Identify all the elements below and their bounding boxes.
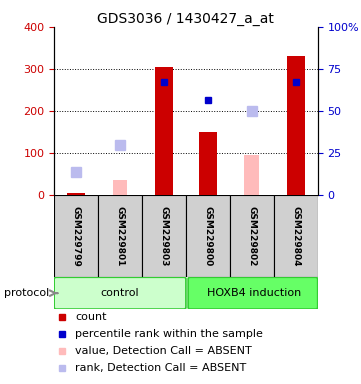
- FancyBboxPatch shape: [188, 277, 318, 309]
- Bar: [98, 195, 142, 277]
- Text: GSM229800: GSM229800: [203, 206, 212, 266]
- Text: GSM229802: GSM229802: [247, 206, 256, 266]
- Bar: [244, 155, 259, 195]
- Title: GDS3036 / 1430427_a_at: GDS3036 / 1430427_a_at: [97, 12, 274, 26]
- Bar: [287, 56, 304, 195]
- Text: GSM229804: GSM229804: [291, 206, 300, 266]
- Text: percentile rank within the sample: percentile rank within the sample: [75, 329, 263, 339]
- Bar: [186, 195, 230, 277]
- Text: value, Detection Call = ABSENT: value, Detection Call = ABSENT: [75, 346, 252, 356]
- Text: protocol: protocol: [4, 288, 49, 298]
- Bar: [230, 195, 274, 277]
- Bar: [142, 195, 186, 277]
- Bar: [113, 180, 127, 195]
- Text: GSM229799: GSM229799: [71, 206, 81, 266]
- Bar: [274, 195, 318, 277]
- Bar: [54, 195, 98, 277]
- Text: HOXB4 induction: HOXB4 induction: [207, 288, 301, 298]
- Bar: [67, 193, 85, 195]
- Text: control: control: [101, 288, 139, 298]
- Text: GSM229801: GSM229801: [116, 206, 125, 266]
- FancyBboxPatch shape: [54, 277, 186, 309]
- Bar: [155, 67, 173, 195]
- Bar: [199, 132, 217, 195]
- Text: count: count: [75, 313, 107, 323]
- Text: GSM229803: GSM229803: [160, 206, 169, 266]
- Text: rank, Detection Call = ABSENT: rank, Detection Call = ABSENT: [75, 363, 247, 373]
